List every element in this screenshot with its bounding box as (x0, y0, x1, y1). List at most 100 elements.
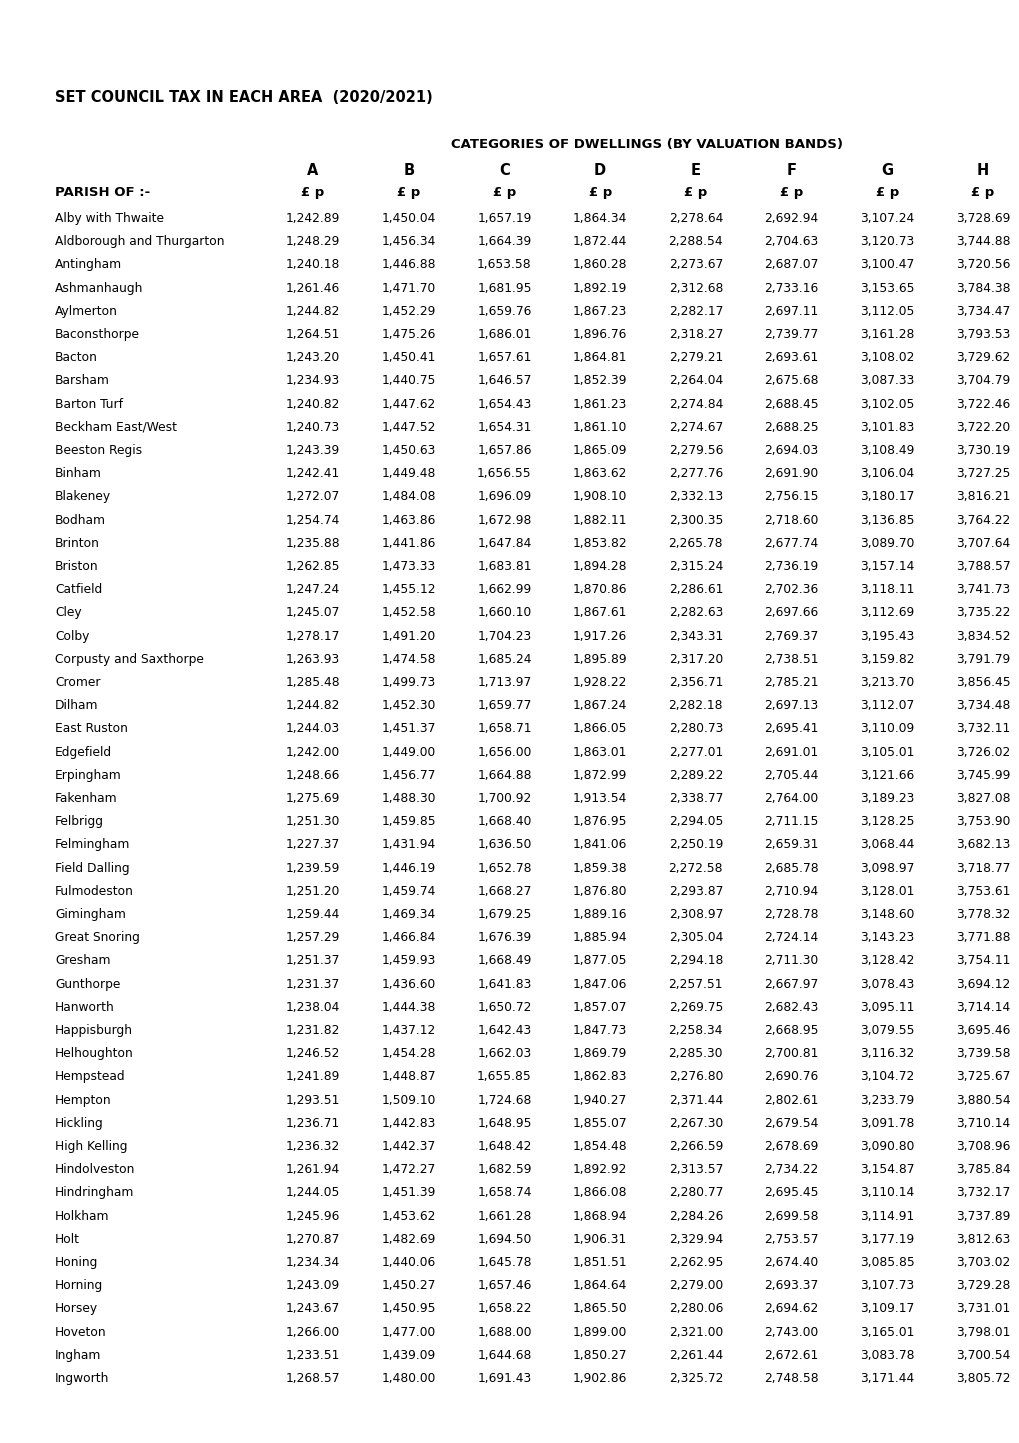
Text: 3,704.79: 3,704.79 (955, 374, 1009, 387)
Text: 3,159.82: 3,159.82 (859, 652, 914, 665)
Text: 2,697.66: 2,697.66 (763, 606, 818, 619)
Text: 1,242.00: 1,242.00 (285, 746, 339, 759)
Text: 3,725.67: 3,725.67 (955, 1071, 1009, 1084)
Text: 1,648.95: 1,648.95 (477, 1117, 531, 1130)
Text: 3,856.45: 3,856.45 (955, 675, 1010, 688)
Text: 1,444.38: 1,444.38 (381, 1001, 435, 1014)
Text: 2,682.43: 2,682.43 (763, 1001, 818, 1014)
Text: 1,861.23: 1,861.23 (573, 398, 627, 411)
Text: 1,244.82: 1,244.82 (285, 304, 340, 317)
Text: 3,128.01: 3,128.01 (859, 885, 914, 898)
Text: 2,318.27: 2,318.27 (668, 328, 722, 341)
Text: 3,213.70: 3,213.70 (859, 675, 913, 688)
Text: 1,657.46: 1,657.46 (477, 1278, 531, 1291)
Text: D: D (593, 163, 605, 177)
Text: 2,265.78: 2,265.78 (667, 537, 722, 550)
Text: 1,459.93: 1,459.93 (381, 954, 435, 967)
Text: 1,863.62: 1,863.62 (573, 468, 627, 481)
Text: 1,864.34: 1,864.34 (573, 212, 627, 225)
Text: Honing: Honing (55, 1255, 98, 1268)
Text: 2,769.37: 2,769.37 (763, 629, 818, 642)
Text: 3,233.79: 3,233.79 (859, 1094, 913, 1107)
Text: Holt: Holt (55, 1232, 79, 1245)
Text: 1,642.43: 1,642.43 (477, 1025, 531, 1038)
Text: 2,697.11: 2,697.11 (763, 304, 818, 317)
Text: Antingham: Antingham (55, 258, 122, 271)
Text: 1,439.09: 1,439.09 (381, 1349, 435, 1362)
Text: 1,850.27: 1,850.27 (573, 1349, 627, 1362)
Text: 2,711.15: 2,711.15 (763, 815, 818, 828)
Text: Hickling: Hickling (55, 1117, 104, 1130)
Text: 1,917.26: 1,917.26 (573, 629, 627, 642)
Text: 1,456.34: 1,456.34 (381, 235, 435, 248)
Text: 1,658.22: 1,658.22 (477, 1303, 531, 1316)
Text: 1,662.03: 1,662.03 (477, 1048, 531, 1061)
Text: 2,282.63: 2,282.63 (668, 606, 722, 619)
Text: 3,707.64: 3,707.64 (955, 537, 1009, 550)
Text: 1,272.07: 1,272.07 (285, 491, 339, 504)
Text: 2,317.20: 2,317.20 (668, 652, 722, 665)
Text: 1,895.89: 1,895.89 (573, 652, 627, 665)
Text: 1,657.86: 1,657.86 (477, 444, 531, 457)
Text: 1,459.74: 1,459.74 (381, 885, 435, 898)
Text: 1,654.43: 1,654.43 (477, 398, 531, 411)
Text: 2,300.35: 2,300.35 (668, 514, 722, 527)
Text: 1,658.74: 1,658.74 (477, 1186, 531, 1199)
Text: Gimingham: Gimingham (55, 908, 125, 921)
Text: Binham: Binham (55, 468, 102, 481)
Text: 3,720.56: 3,720.56 (955, 258, 1009, 271)
Text: 1,247.24: 1,247.24 (285, 583, 339, 596)
Text: 1,872.99: 1,872.99 (573, 769, 627, 782)
Text: 1,876.80: 1,876.80 (573, 885, 627, 898)
Text: 2,694.03: 2,694.03 (763, 444, 818, 457)
Text: 1,285.48: 1,285.48 (285, 675, 340, 688)
Text: 1,442.83: 1,442.83 (381, 1117, 435, 1130)
Text: 2,710.94: 2,710.94 (763, 885, 818, 898)
Text: 3,128.25: 3,128.25 (859, 815, 914, 828)
Text: 2,276.80: 2,276.80 (668, 1071, 722, 1084)
Text: 1,704.23: 1,704.23 (477, 629, 531, 642)
Text: 1,847.06: 1,847.06 (573, 977, 627, 990)
Text: 1,239.59: 1,239.59 (285, 861, 340, 874)
Text: 3,700.54: 3,700.54 (955, 1349, 1009, 1362)
Text: 2,321.00: 2,321.00 (668, 1326, 722, 1339)
Text: 2,313.57: 2,313.57 (668, 1163, 722, 1176)
Text: 3,118.11: 3,118.11 (859, 583, 914, 596)
Text: 2,371.44: 2,371.44 (668, 1094, 722, 1107)
Text: 3,726.02: 3,726.02 (955, 746, 1009, 759)
Text: 3,083.78: 3,083.78 (859, 1349, 914, 1362)
Text: 1,656.00: 1,656.00 (477, 746, 531, 759)
Text: 1,449.00: 1,449.00 (381, 746, 435, 759)
Text: 1,242.89: 1,242.89 (285, 212, 340, 225)
Text: 1,241.89: 1,241.89 (285, 1071, 340, 1084)
Text: 3,816.21: 3,816.21 (955, 491, 1009, 504)
Text: 2,274.67: 2,274.67 (668, 421, 722, 434)
Text: 2,289.22: 2,289.22 (668, 769, 722, 782)
Text: 1,847.73: 1,847.73 (573, 1025, 627, 1038)
Text: 3,739.58: 3,739.58 (955, 1048, 1009, 1061)
Text: 1,446.19: 1,446.19 (381, 861, 435, 874)
Text: 1,867.61: 1,867.61 (573, 606, 627, 619)
Text: 3,812.63: 3,812.63 (955, 1232, 1009, 1245)
Text: Felbrigg: Felbrigg (55, 815, 104, 828)
Text: 1,246.52: 1,246.52 (285, 1048, 340, 1061)
Text: 1,475.26: 1,475.26 (381, 328, 435, 341)
Text: 1,293.51: 1,293.51 (285, 1094, 340, 1107)
Text: 3,744.88: 3,744.88 (955, 235, 1009, 248)
Text: 2,272.58: 2,272.58 (667, 861, 722, 874)
Text: Erpingham: Erpingham (55, 769, 121, 782)
Text: CATEGORIES OF DWELLINGS (BY VALUATION BANDS): CATEGORIES OF DWELLINGS (BY VALUATION BA… (450, 139, 842, 152)
Text: Horsey: Horsey (55, 1303, 98, 1316)
Text: 3,730.19: 3,730.19 (955, 444, 1009, 457)
Text: 1,894.28: 1,894.28 (573, 560, 627, 573)
Text: Edgefield: Edgefield (55, 746, 112, 759)
Text: 1,454.28: 1,454.28 (381, 1048, 435, 1061)
Text: 1,867.24: 1,867.24 (573, 700, 627, 713)
Text: 1,859.38: 1,859.38 (573, 861, 627, 874)
Text: 1,450.27: 1,450.27 (381, 1278, 435, 1291)
Text: 1,263.93: 1,263.93 (285, 652, 339, 665)
Text: 1,259.44: 1,259.44 (285, 908, 340, 921)
Text: 2,695.45: 2,695.45 (763, 1186, 818, 1199)
Text: 1,482.69: 1,482.69 (381, 1232, 435, 1245)
Text: 1,245.96: 1,245.96 (285, 1209, 340, 1222)
